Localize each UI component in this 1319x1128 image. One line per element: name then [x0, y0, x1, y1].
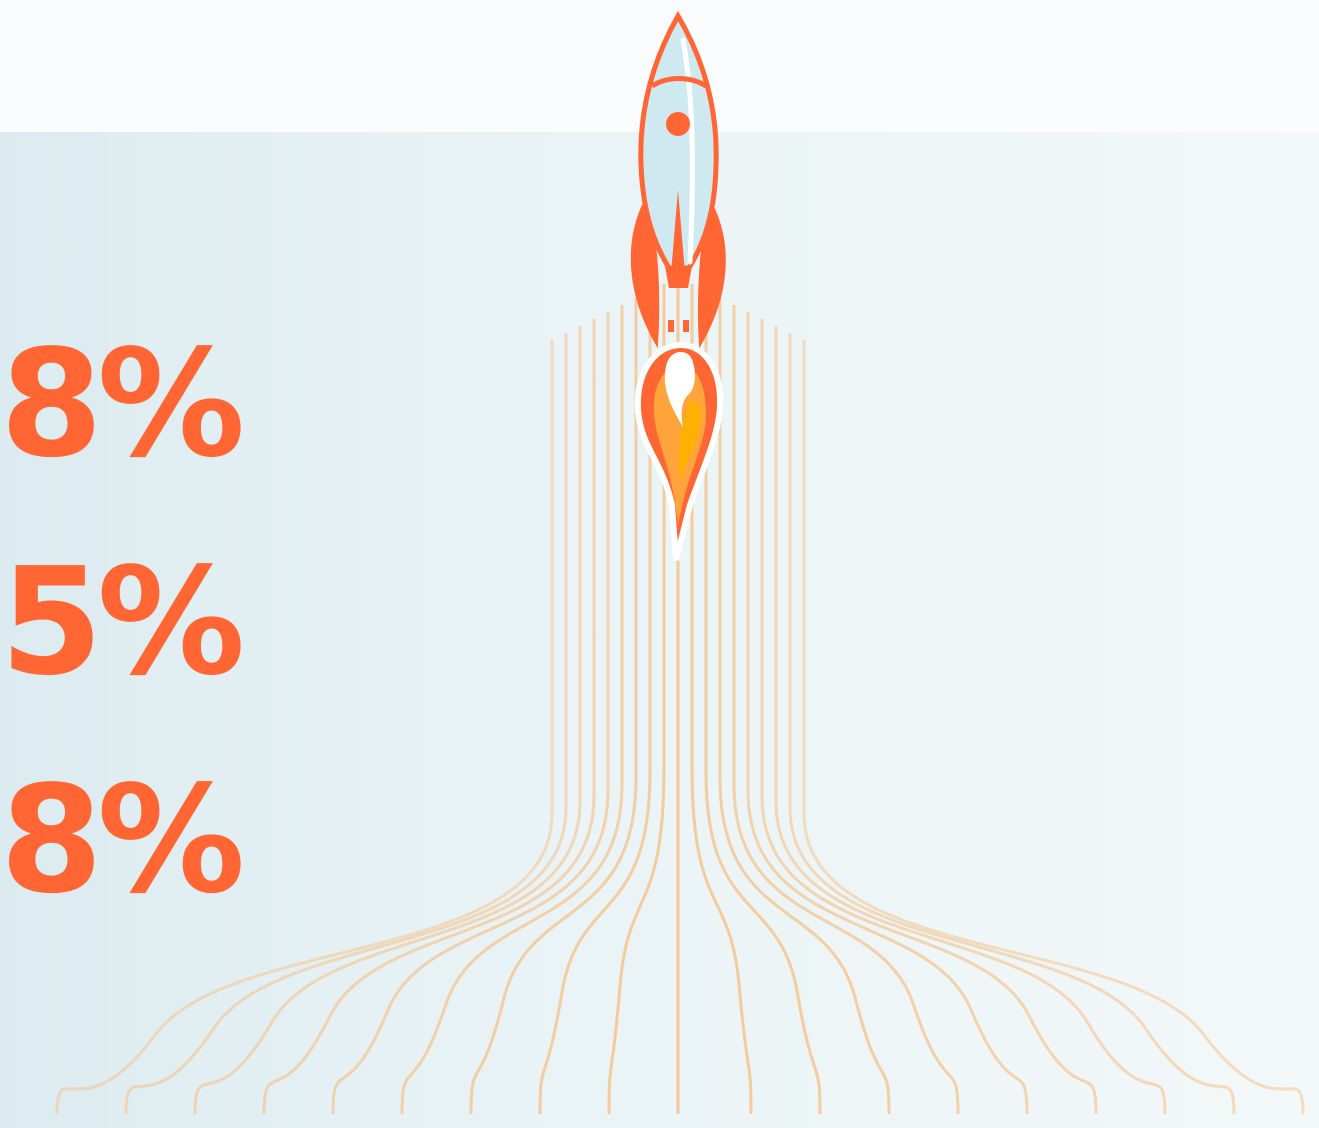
trail-line	[718, 298, 891, 1115]
flame-icon	[634, 341, 724, 561]
trail-line	[331, 312, 610, 1115]
trail-line	[774, 326, 1167, 1115]
trail-line	[400, 305, 624, 1115]
trail-line	[469, 298, 638, 1115]
stat-value-2: 5%	[0, 536, 245, 708]
stat-value-3: 8%	[0, 754, 245, 926]
stat-value-1: 8%	[0, 318, 245, 490]
trail-line	[193, 326, 582, 1115]
trail-line	[538, 291, 652, 1115]
trail-line	[746, 312, 1029, 1115]
trail-line	[55, 340, 554, 1115]
trail-line	[704, 291, 822, 1115]
trail-line	[262, 319, 596, 1115]
trail-line	[124, 333, 568, 1115]
rocket-icon	[630, 10, 726, 349]
trail-line	[760, 319, 1098, 1115]
trail-line	[788, 333, 1236, 1115]
trail-line	[690, 284, 753, 1115]
background-panel	[0, 132, 1319, 1128]
trail-line	[607, 284, 666, 1115]
trail-line	[732, 305, 960, 1115]
exhaust-trail-lines	[55, 277, 1305, 1115]
trail-line	[802, 340, 1305, 1115]
